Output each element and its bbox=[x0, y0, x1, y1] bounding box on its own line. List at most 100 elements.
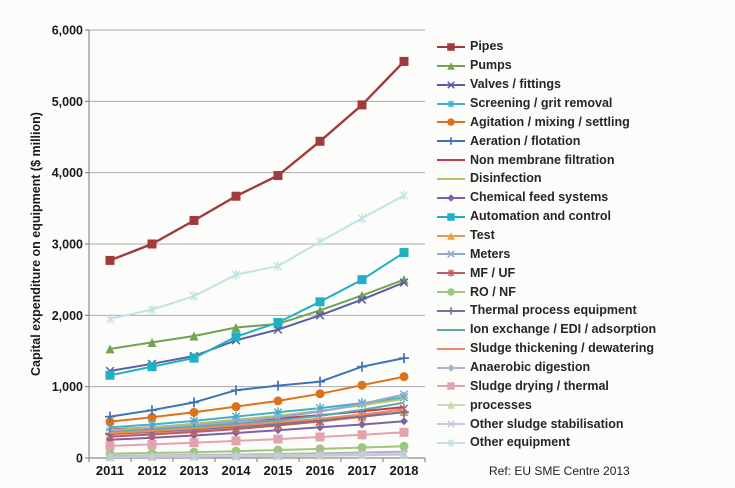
y-tick-label: 2,000 bbox=[52, 309, 83, 323]
legend-marker-icon bbox=[437, 420, 465, 428]
legend-label: Pumps bbox=[470, 58, 512, 73]
series-pipes bbox=[105, 56, 409, 265]
x-tick-label: 2017 bbox=[348, 463, 377, 478]
series-other-sludge-stabilisation bbox=[105, 450, 409, 462]
y-tick-label: 4,000 bbox=[52, 166, 83, 180]
legend-item: Aeration / flotation bbox=[436, 131, 656, 150]
series-sludge-thickening-dewatering bbox=[109, 408, 405, 434]
x-tick-label: 2012 bbox=[138, 463, 167, 478]
legend-item: processes bbox=[436, 395, 656, 414]
legend-label: RO / NF bbox=[470, 284, 516, 299]
legend-label: Other equipment bbox=[470, 435, 571, 450]
legend-label: MF / UF bbox=[470, 265, 516, 280]
series-ion-exchange-edi-adsorption bbox=[109, 401, 405, 434]
legend-marker-icon bbox=[437, 288, 465, 296]
legend-item: RO / NF bbox=[436, 282, 656, 301]
legend-marker-icon bbox=[437, 80, 465, 89]
x-tick-label: 2016 bbox=[306, 463, 335, 478]
legend-label: Agitation / mixing / settling bbox=[470, 114, 630, 129]
legend-label: Sludge thickening / dewatering bbox=[470, 341, 655, 356]
legend-item: Disinfection bbox=[436, 169, 656, 188]
x-tick-label: 2018 bbox=[390, 463, 419, 478]
legend-item: Agitation / mixing / settling bbox=[436, 112, 656, 131]
series-aeration-flotation bbox=[105, 353, 409, 422]
series-sludge-drying-thermal bbox=[105, 427, 409, 451]
legend-label: Meters bbox=[470, 246, 511, 261]
legend-label: Non membrane filtration bbox=[470, 152, 615, 167]
legend-marker-icon bbox=[437, 382, 465, 391]
legend-item: Sludge drying / thermal bbox=[436, 376, 656, 395]
legend-item: Pipes bbox=[436, 37, 656, 56]
legend-marker-icon bbox=[437, 159, 465, 162]
series-automation-and-control bbox=[105, 248, 409, 380]
legend-label: Aeration / flotation bbox=[470, 133, 581, 148]
axes bbox=[85, 29, 426, 462]
legend-item: Automation and control bbox=[436, 207, 656, 226]
legend-label: Pipes bbox=[470, 39, 504, 54]
y-tick-label: 1,000 bbox=[52, 380, 83, 394]
legend-marker-icon bbox=[437, 118, 465, 127]
legend-marker-icon bbox=[437, 307, 465, 315]
legend-label: Anaerobic digestion bbox=[470, 360, 591, 375]
legend-marker-icon bbox=[437, 194, 465, 202]
legend-item: Non membrane filtration bbox=[436, 150, 656, 169]
legend-item: Ion exchange / EDI / adsorption bbox=[436, 320, 656, 339]
legend-label: Ion exchange / EDI / adsorption bbox=[470, 322, 657, 337]
legend-label: Valves / fittings bbox=[470, 77, 562, 92]
legend-marker-icon bbox=[437, 269, 465, 277]
series-pumps bbox=[105, 275, 409, 354]
legend-label: Sludge drying / thermal bbox=[470, 378, 609, 393]
x-tick-label: 2014 bbox=[222, 463, 252, 478]
legend-item: MF / UF bbox=[436, 263, 656, 282]
x-tick-label: 2015 bbox=[264, 463, 293, 478]
y-tick-label: 0 bbox=[76, 452, 83, 466]
legend-item: Chemical feed systems bbox=[436, 188, 656, 207]
legend-marker-icon bbox=[437, 137, 465, 145]
legend-marker-icon bbox=[437, 99, 465, 108]
legend-marker-icon bbox=[437, 250, 465, 259]
legend-label: Other sludge stabilisation bbox=[470, 416, 624, 431]
y-axis-tick-labels: 0 1,000 2,000 3,000 4,000 5,000 6,000 bbox=[52, 24, 83, 466]
legend-label: Thermal process equipment bbox=[470, 303, 637, 318]
legend-label: Test bbox=[470, 228, 495, 243]
legend-marker-icon bbox=[437, 347, 465, 350]
x-tick-label: 2013 bbox=[180, 463, 209, 478]
legend-item: Anaerobic digestion bbox=[436, 358, 656, 377]
y-tick-label: 6,000 bbox=[52, 24, 83, 38]
legend-marker-icon bbox=[437, 328, 465, 331]
legend-item: Screening / grit removal bbox=[436, 94, 656, 113]
legend-item: Sludge thickening / dewatering bbox=[436, 339, 656, 358]
legend-label: Chemical feed systems bbox=[470, 190, 609, 205]
legend-label: processes bbox=[470, 397, 532, 412]
legend-label: Automation and control bbox=[470, 209, 611, 224]
legend-marker-icon bbox=[437, 401, 465, 409]
y-tick-label: 3,000 bbox=[52, 238, 83, 252]
legend-marker-icon bbox=[437, 43, 465, 51]
source-reference: Ref: EU SME Centre 2013 bbox=[489, 464, 630, 478]
legend-marker-icon bbox=[437, 212, 465, 221]
series-other-equipment bbox=[105, 190, 409, 324]
gridlines bbox=[89, 29, 425, 388]
legend-item: Meters bbox=[436, 244, 656, 263]
legend-item: Valves / fittings bbox=[436, 75, 656, 94]
legend-item: Thermal process equipment bbox=[436, 301, 656, 320]
y-tick-label: 5,000 bbox=[52, 95, 83, 109]
legend-marker-icon bbox=[437, 177, 465, 180]
series-agitation-mixing-settling bbox=[105, 372, 409, 427]
legend-label: Disinfection bbox=[470, 171, 542, 186]
legend-label: Screening / grit removal bbox=[470, 96, 613, 110]
x-tick-label: 2011 bbox=[96, 463, 124, 478]
legend-marker-icon bbox=[437, 231, 465, 240]
legend-item: Test bbox=[436, 226, 656, 245]
legend-marker-icon bbox=[437, 363, 465, 372]
chart-legend: Pipes Pumps Valves / fittings Screening / g… bbox=[436, 37, 656, 452]
legend-marker-icon bbox=[437, 62, 465, 70]
legend-item: Other equipment bbox=[436, 433, 656, 452]
y-axis-title: Capital expenditure on equipment ($ mill… bbox=[29, 112, 43, 376]
legend-item: Pumps bbox=[436, 56, 656, 75]
x-axis-tick-labels: 2011 2012 2013 2014 2015 2016 2017 2018 bbox=[96, 463, 419, 478]
series-disinfection bbox=[109, 397, 405, 432]
legend-item: Other sludge stabilisation bbox=[436, 414, 656, 433]
